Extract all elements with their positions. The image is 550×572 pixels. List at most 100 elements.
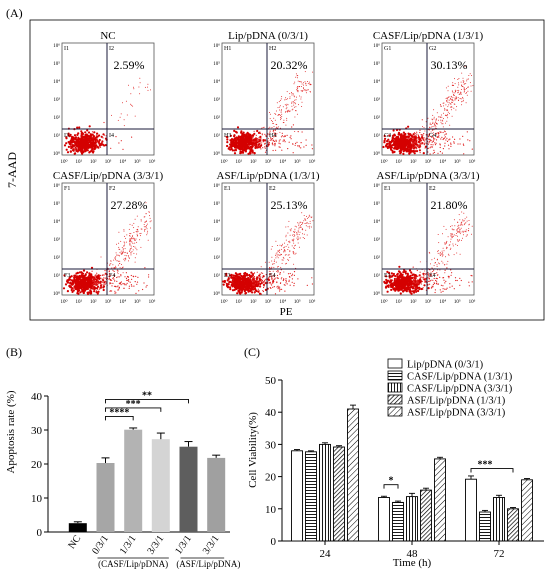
c-bar	[507, 508, 519, 542]
b-bar	[207, 457, 226, 532]
event-dot	[267, 141, 269, 143]
flow-x-tick-label: 10⁶	[149, 299, 156, 305]
event-dot	[252, 144, 254, 146]
event-dot	[280, 282, 282, 284]
event-dot	[459, 233, 461, 235]
event-dot	[253, 273, 255, 275]
event-dot	[291, 109, 293, 111]
event-dot	[130, 103, 132, 105]
event-dot	[80, 134, 83, 137]
event-dot	[288, 254, 290, 256]
event-dot	[252, 139, 255, 142]
event-dot	[443, 134, 445, 136]
event-dot	[457, 86, 459, 88]
event-dot	[288, 141, 290, 143]
event-dot	[113, 278, 115, 280]
event-dot	[399, 272, 402, 275]
event-dot	[97, 280, 100, 283]
event-dot	[437, 132, 439, 134]
quadrant-label: E2	[269, 186, 276, 192]
event-dot	[413, 137, 415, 139]
event-dot	[88, 280, 91, 283]
event-dot	[108, 277, 110, 279]
quadrant-label: H1	[224, 46, 231, 52]
event-dot	[253, 281, 255, 283]
event-dot	[454, 277, 457, 279]
event-dot	[452, 245, 454, 247]
event-dot	[408, 145, 411, 148]
event-dot	[147, 230, 149, 232]
event-dot	[403, 142, 406, 145]
event-dot	[457, 79, 459, 80]
event-dot	[93, 147, 96, 151]
event-dot	[305, 222, 307, 224]
event-dot	[133, 252, 135, 254]
event-dot	[403, 139, 406, 142]
event-dot	[389, 283, 393, 286]
event-dot	[84, 143, 87, 146]
event-dot	[89, 146, 92, 149]
event-dot	[403, 276, 406, 279]
flow-plot-percent: 25.13%	[271, 198, 308, 212]
event-dot	[126, 255, 128, 257]
event-dot	[466, 234, 468, 236]
event-dot	[414, 279, 416, 281]
event-dot	[251, 280, 253, 282]
event-dot	[456, 106, 458, 108]
event-dot	[390, 272, 393, 275]
event-dot	[400, 284, 403, 287]
b-significance-marker: ***	[126, 399, 141, 410]
event-dot	[62, 287, 66, 290]
event-dot	[93, 288, 96, 291]
event-dot	[87, 137, 90, 140]
event-dot	[133, 227, 135, 229]
event-dot	[297, 90, 299, 92]
event-dot	[302, 223, 304, 225]
event-dot	[76, 284, 79, 287]
event-dot	[420, 283, 422, 285]
b-y-tick-label: 10	[31, 493, 43, 505]
event-dot	[150, 220, 152, 222]
event-dot	[430, 263, 431, 265]
event-dot	[273, 136, 275, 138]
event-dot	[243, 141, 246, 144]
event-dot	[458, 230, 460, 232]
event-dot	[421, 276, 423, 278]
event-dot	[233, 288, 236, 291]
event-dot	[256, 145, 258, 147]
event-dot	[287, 258, 289, 260]
event-dot	[436, 282, 438, 284]
event-dot	[411, 273, 413, 275]
event-dot	[95, 274, 97, 276]
event-dot	[145, 286, 147, 288]
event-dot	[137, 231, 139, 233]
flow-y-tick-label: 10³	[54, 97, 61, 103]
event-dot	[388, 144, 391, 147]
event-dot	[295, 142, 297, 144]
event-dot	[413, 150, 417, 153]
event-dot	[299, 81, 301, 83]
quadrant-label: I2	[109, 46, 114, 52]
event-dot	[99, 288, 101, 290]
event-dot	[259, 135, 262, 138]
event-dot	[433, 151, 436, 153]
event-dot	[465, 102, 467, 104]
event-dot	[80, 139, 83, 142]
event-dot	[269, 130, 271, 132]
event-dot	[89, 137, 92, 140]
event-dot	[465, 229, 467, 231]
event-dot	[292, 143, 294, 145]
event-dot	[281, 113, 283, 115]
event-dot	[407, 141, 410, 144]
event-dot	[277, 266, 278, 268]
event-dot	[427, 147, 430, 149]
event-dot	[144, 229, 146, 231]
event-dot	[459, 92, 461, 94]
event-dot	[63, 144, 67, 147]
event-dot	[301, 224, 302, 225]
event-dot	[427, 272, 429, 274]
event-dot	[446, 100, 447, 102]
event-dot	[110, 282, 112, 284]
event-dot	[273, 261, 275, 262]
